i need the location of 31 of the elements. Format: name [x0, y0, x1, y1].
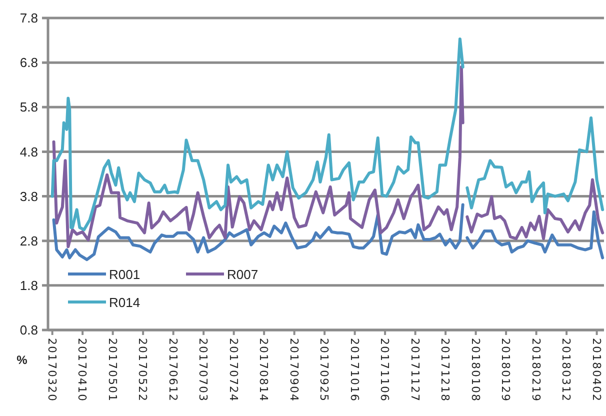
legend-label: R014	[109, 295, 140, 310]
y-tick-label: 2.8	[20, 233, 38, 248]
y-tick-label: 6.8	[20, 55, 38, 70]
x-tick-label: 20170904	[287, 338, 300, 402]
x-tick-label: 20171127	[408, 338, 422, 402]
legend-label: R001	[109, 267, 140, 282]
x-tick-label: 20171016	[348, 338, 361, 402]
y-axis-title: %	[16, 353, 28, 367]
x-tick-label: 20180108	[468, 338, 482, 402]
x-tick-label: 20170320	[45, 338, 58, 402]
x-tick-label: 20180402	[590, 338, 603, 402]
x-tick-label: 20170814	[257, 338, 270, 402]
x-tick-label: 20171106	[378, 338, 392, 402]
y-tick-label: 4.8	[20, 144, 38, 160]
y-tick-label: 7.8	[20, 10, 38, 26]
y-tick-label: 5.8	[20, 100, 38, 115]
x-tick-label: 20170925	[318, 338, 331, 402]
x-tick-label: 20171218	[438, 338, 452, 402]
y-tick-label: 1.8	[20, 278, 38, 293]
y-tick-label: 0.8	[20, 322, 38, 338]
x-tick-label: 20170703	[196, 338, 210, 402]
x-tick-label: 20170501	[106, 338, 119, 402]
x-tick-label: 20170612	[166, 338, 180, 402]
x-tick-label: 20170724	[226, 338, 240, 402]
legend-label: R007	[227, 267, 258, 282]
x-tick-label: 20180129	[499, 338, 512, 402]
x-tick-label: 20170410	[76, 338, 89, 402]
x-tick-label: 20170522	[136, 338, 150, 402]
y-tick-label: 3.8	[20, 188, 38, 204]
x-tick-label: 20180219	[529, 338, 542, 402]
x-tick-label: 20180312	[560, 338, 573, 402]
